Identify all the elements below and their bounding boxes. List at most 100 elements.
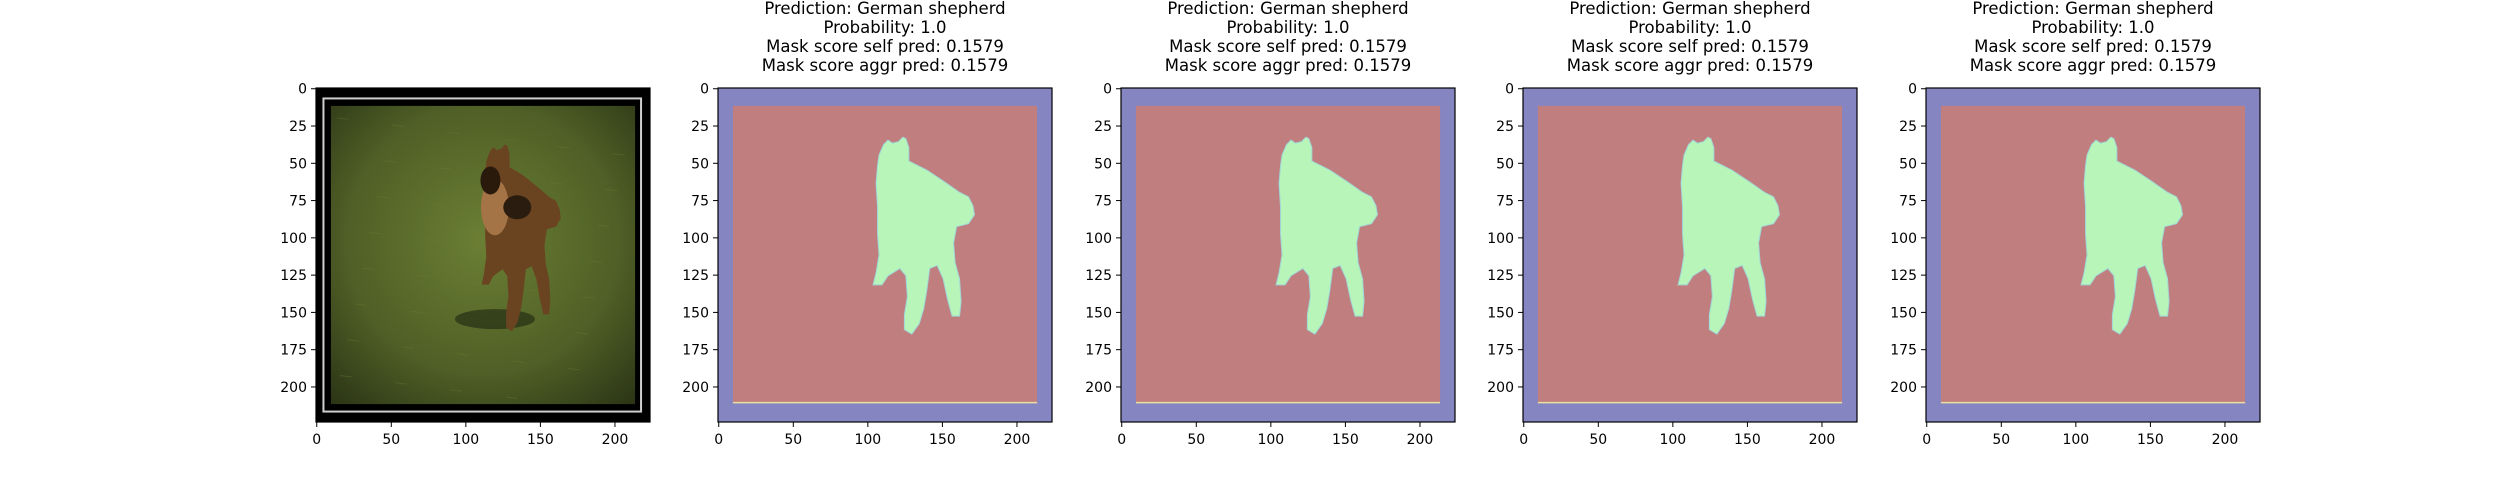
y-tick-label: 75 <box>1094 194 1112 210</box>
x-axis: 0 50 100 150 200 <box>312 422 628 448</box>
y-tick-label: 175 <box>682 343 709 359</box>
dog-face <box>480 166 501 195</box>
y-tick-label: 175 <box>1487 343 1514 359</box>
grass-streak <box>384 160 397 163</box>
mask-image <box>1121 88 1455 422</box>
y-tick-label: 200 <box>1487 380 1514 396</box>
y-tick-label: 50 <box>1899 156 1917 172</box>
panel-5: Prediction: German shepherdProbability: … <box>1890 0 2261 448</box>
mask-image <box>1523 88 1857 422</box>
y-tick-label: 150 <box>1890 305 1917 321</box>
mask-dog-shape <box>1275 136 1378 335</box>
grass-streak <box>354 303 367 306</box>
y-tick-label: 200 <box>682 380 709 396</box>
y-tick-label: 125 <box>1890 268 1917 284</box>
grass-streak <box>575 332 588 335</box>
panel-title-line-4: Mask score aggr pred: 0.1579 <box>762 56 1008 75</box>
panel-2: Prediction: German shepherdProbability: … <box>682 0 1053 448</box>
x-tick-label: 200 <box>1407 432 1434 448</box>
y-tick-label: 25 <box>289 119 307 135</box>
y-tick-label: 200 <box>280 380 307 396</box>
panel-title-line-3: Mask score self pred: 0.1579 <box>1974 37 2212 56</box>
grass-streak <box>391 124 405 127</box>
y-tick-label: 100 <box>1085 231 1112 247</box>
grass-streak <box>369 231 382 235</box>
grass-streak <box>417 274 430 278</box>
y-tick-label: 75 <box>691 194 709 210</box>
y-axis: 0 25 50 75 100 125 150 175 200 <box>1487 82 1523 396</box>
axes-frame <box>315 87 651 423</box>
mask-dog-shape <box>872 136 975 335</box>
y-tick-label: 0 <box>298 82 307 98</box>
grass-streak <box>377 196 390 199</box>
panel-title-line-2: Probability: 1.0 <box>2031 18 2154 37</box>
x-tick-label: 150 <box>929 432 956 448</box>
x-tick-label: 150 <box>1332 432 1359 448</box>
panel-1: 0 50 100 150 200 0 25 50 75 100 125 150 175 200 <box>280 82 651 448</box>
x-tick-label: 150 <box>2137 432 2164 448</box>
panel-title: Prediction: German shepherdProbability: … <box>1567 0 1813 75</box>
y-axis: 0 25 50 75 100 125 150 175 200 <box>1085 82 1121 396</box>
grass-streak <box>402 346 415 349</box>
grass-streak <box>394 382 408 385</box>
mask-image <box>1926 88 2260 422</box>
grass-streak <box>432 203 445 206</box>
y-tick-label: 75 <box>289 194 307 210</box>
panel-title: Prediction: German shepherdProbability: … <box>1165 0 1411 75</box>
panel-title: Prediction: German shepherdProbability: … <box>762 0 1008 75</box>
grass-streak <box>347 339 360 342</box>
panel-title-line-1: Prediction: German shepherd <box>1569 0 1810 18</box>
grass-streak <box>336 117 349 120</box>
y-tick-label: 0 <box>700 82 709 98</box>
y-tick-label: 25 <box>1899 119 1917 135</box>
grass-streak <box>612 153 625 156</box>
y-tick-label: 125 <box>682 268 709 284</box>
y-tick-label: 125 <box>280 268 307 284</box>
x-tick-label: 100 <box>2062 432 2089 448</box>
y-tick-label: 0 <box>1505 82 1514 98</box>
y-tick-label: 150 <box>1487 305 1514 321</box>
grass-streak <box>527 289 540 292</box>
x-axis: 0 50 100 150 200 <box>1117 422 1433 448</box>
panel-title-line-4: Mask score aggr pred: 0.1579 <box>1970 56 2216 75</box>
panel-title-line-1: Prediction: German shepherd <box>1167 0 1408 18</box>
x-tick-label: 100 <box>452 432 479 448</box>
y-axis: 0 25 50 75 100 125 150 175 200 <box>280 82 316 396</box>
x-tick-label: 200 <box>2212 432 2239 448</box>
x-tick-label: 50 <box>382 432 400 448</box>
y-tick-label: 100 <box>280 231 307 247</box>
x-axis: 0 50 100 150 200 <box>1519 422 1835 448</box>
panel-title-line-1: Prediction: German shepherd <box>1972 0 2213 18</box>
x-tick-label: 200 <box>602 432 629 448</box>
x-tick-label: 0 <box>1117 432 1126 448</box>
y-tick-label: 25 <box>1496 119 1514 135</box>
x-tick-label: 200 <box>1004 432 1031 448</box>
axes-frame <box>1120 87 1456 423</box>
y-tick-label: 100 <box>1890 231 1917 247</box>
y-tick-label: 175 <box>1085 343 1112 359</box>
y-tick-label: 50 <box>691 156 709 172</box>
y-tick-label: 50 <box>289 156 307 172</box>
panel-title-line-3: Mask score self pred: 0.1579 <box>766 37 1004 56</box>
y-tick-label: 200 <box>1890 380 1917 396</box>
panel-title-line-3: Mask score self pred: 0.1579 <box>1571 37 1809 56</box>
grass-streak <box>505 396 518 399</box>
grass-streak <box>557 145 570 149</box>
x-tick-label: 0 <box>312 432 321 448</box>
panel-title: Prediction: German shepherdProbability: … <box>1970 0 2216 75</box>
panel-title-line-1: Prediction: German shepherd <box>764 0 1005 18</box>
y-tick-label: 0 <box>1908 82 1917 98</box>
y-tick-label: 75 <box>1899 194 1917 210</box>
input-photo <box>316 88 650 422</box>
y-tick-label: 100 <box>1487 231 1514 247</box>
panel-title-line-2: Probability: 1.0 <box>1226 18 1349 37</box>
panel-title-line-3: Mask score self pred: 0.1579 <box>1169 37 1407 56</box>
panel-3: Prediction: German shepherdProbability: … <box>1085 0 1456 448</box>
x-tick-label: 0 <box>1922 432 1931 448</box>
y-tick-label: 50 <box>1094 156 1112 172</box>
y-tick-label: 150 <box>280 305 307 321</box>
axes-frame <box>1522 87 1858 423</box>
y-tick-label: 50 <box>1496 156 1514 172</box>
y-tick-label: 25 <box>691 119 709 135</box>
